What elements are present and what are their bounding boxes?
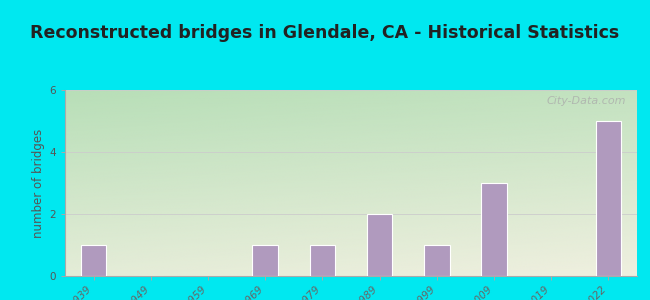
Bar: [252, 245, 278, 276]
Text: Reconstructed bridges in Glendale, CA - Historical Statistics: Reconstructed bridges in Glendale, CA - …: [31, 24, 619, 42]
Bar: [309, 245, 335, 276]
Bar: [367, 214, 393, 276]
Bar: [81, 245, 107, 276]
Bar: [595, 121, 621, 276]
Bar: [424, 245, 450, 276]
Bar: [481, 183, 507, 276]
Y-axis label: number of bridges: number of bridges: [32, 128, 46, 238]
Text: City-Data.com: City-Data.com: [546, 96, 625, 106]
